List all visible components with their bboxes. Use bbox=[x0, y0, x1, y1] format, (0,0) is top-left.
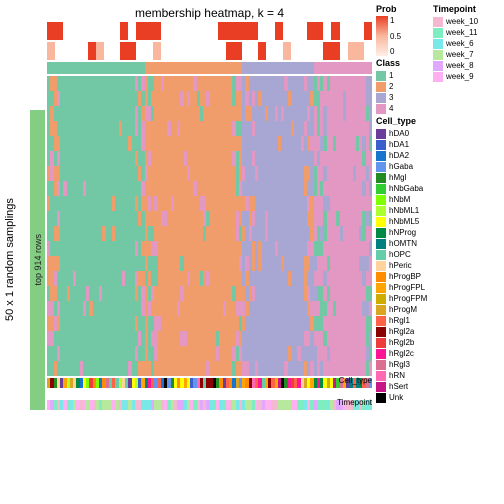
legend-item: hDA1 bbox=[376, 139, 431, 150]
legend-swatch-icon bbox=[433, 17, 443, 27]
legend-swatch-icon bbox=[376, 338, 386, 348]
row-group-label: top 914 rows bbox=[33, 234, 43, 286]
legend-item: hOMTN bbox=[376, 238, 431, 249]
timepoint-row-label: Timepoint bbox=[337, 398, 372, 407]
legend-swatch-icon bbox=[376, 239, 386, 249]
legend-timepoint: Timepoint week_10week_11week_6week_7week… bbox=[433, 4, 493, 82]
legend-swatch-icon bbox=[433, 72, 443, 82]
timepoint-annotation-row bbox=[47, 400, 372, 410]
legend-swatch-icon bbox=[376, 217, 386, 227]
legend-swatch-icon bbox=[376, 71, 386, 81]
legend-item: week_10 bbox=[433, 16, 493, 27]
legend-item: Unk bbox=[376, 392, 431, 403]
legend-swatch-icon bbox=[376, 305, 386, 315]
legend-swatch-icon bbox=[376, 195, 386, 205]
legend-swatch-icon bbox=[376, 316, 386, 326]
prob-annotation-row-1 bbox=[47, 22, 372, 40]
legend-swatch-icon bbox=[376, 228, 386, 238]
legend-item: hRgl2c bbox=[376, 348, 431, 359]
legend-item: hProgBP bbox=[376, 271, 431, 282]
legend-item: hProgM bbox=[376, 304, 431, 315]
legend-swatch-icon bbox=[376, 93, 386, 103]
prob-gradient-icon bbox=[376, 16, 388, 56]
legend-item: hRgl2b bbox=[376, 337, 431, 348]
legend-swatch-icon bbox=[433, 50, 443, 60]
legend-item: 1 bbox=[376, 70, 431, 81]
legend-swatch-icon bbox=[376, 206, 386, 216]
class-annotation-row bbox=[47, 62, 372, 74]
legend-swatch-icon bbox=[376, 393, 386, 403]
legend-swatch-icon bbox=[376, 129, 386, 139]
legend-swatch-icon bbox=[376, 371, 386, 381]
legend-item: week_9 bbox=[433, 71, 493, 82]
row-group-bar: top 914 rows bbox=[30, 0, 45, 504]
legend-swatch-icon bbox=[376, 283, 386, 293]
legend-item: 4 bbox=[376, 103, 431, 114]
legend-swatch-icon bbox=[376, 140, 386, 150]
celltype-row-label: Cell_type bbox=[339, 376, 372, 385]
legend-item: hNbGaba bbox=[376, 183, 431, 194]
legend-item: hRgl1 bbox=[376, 315, 431, 326]
heatmap-body bbox=[47, 76, 372, 376]
legend-swatch-icon bbox=[376, 151, 386, 161]
legend-item: hMgl bbox=[376, 172, 431, 183]
legend-item: week_11 bbox=[433, 27, 493, 38]
legend-item: week_8 bbox=[433, 60, 493, 71]
legend-item: 3 bbox=[376, 92, 431, 103]
legend-swatch-icon bbox=[376, 382, 386, 392]
legend-swatch-icon bbox=[376, 261, 386, 271]
legend-item: week_6 bbox=[433, 38, 493, 49]
main-plot-area: membership heatmap, k = 4 Cell_type Time… bbox=[45, 0, 374, 504]
legend-swatch-icon bbox=[376, 82, 386, 92]
legend-item: hOPC bbox=[376, 249, 431, 260]
legend-swatch-icon bbox=[433, 39, 443, 49]
legend-item: hNbML1 bbox=[376, 205, 431, 216]
legend-item: hGaba bbox=[376, 161, 431, 172]
legend-item: hPeric bbox=[376, 260, 431, 271]
legend-swatch-icon bbox=[376, 360, 386, 370]
legend-swatch-icon bbox=[433, 61, 443, 71]
legend-swatch-icon bbox=[376, 162, 386, 172]
legend-item: hNProg bbox=[376, 227, 431, 238]
legend-item: hDA0 bbox=[376, 128, 431, 139]
legend-class: Class 1234 bbox=[376, 58, 431, 114]
legend-swatch-icon bbox=[376, 272, 386, 282]
legend-prob: Prob 1 0.5 0 bbox=[376, 4, 431, 56]
legend-item: 2 bbox=[376, 81, 431, 92]
legend-item: week_7 bbox=[433, 49, 493, 60]
legend-swatch-icon bbox=[376, 173, 386, 183]
legend-celltype: Cell_type hDA0hDA1hDA2hGabahMglhNbGabahN… bbox=[376, 116, 431, 403]
y-axis-panel: 50 x 1 random samplings bbox=[0, 0, 30, 504]
legend-swatch-icon bbox=[433, 28, 443, 38]
legend-item: hProgFPM bbox=[376, 293, 431, 304]
legend-swatch-icon bbox=[376, 349, 386, 359]
legend-swatch-icon bbox=[376, 294, 386, 304]
legend-swatch-icon bbox=[376, 184, 386, 194]
legend-item: hRgl2a bbox=[376, 326, 431, 337]
legend-item: hSert bbox=[376, 381, 431, 392]
legend-item: hDA2 bbox=[376, 150, 431, 161]
legend-item: hRN bbox=[376, 370, 431, 381]
plot-title: membership heatmap, k = 4 bbox=[47, 2, 372, 22]
legend-swatch-icon bbox=[376, 250, 386, 260]
legends-panel: Prob 1 0.5 0 Class 1234 Cell_ty bbox=[374, 0, 504, 504]
legend-item: hProgFPL bbox=[376, 282, 431, 293]
legend-item: hNbML5 bbox=[376, 216, 431, 227]
y-axis-label: 50 x 1 random samplings bbox=[0, 110, 30, 410]
legend-swatch-icon bbox=[376, 327, 386, 337]
legend-swatch-icon bbox=[376, 104, 386, 114]
celltype-annotation-row bbox=[47, 378, 372, 388]
prob-annotation-row-2 bbox=[47, 42, 372, 60]
legend-item: hNbM bbox=[376, 194, 431, 205]
legend-item: hRgl3 bbox=[376, 359, 431, 370]
